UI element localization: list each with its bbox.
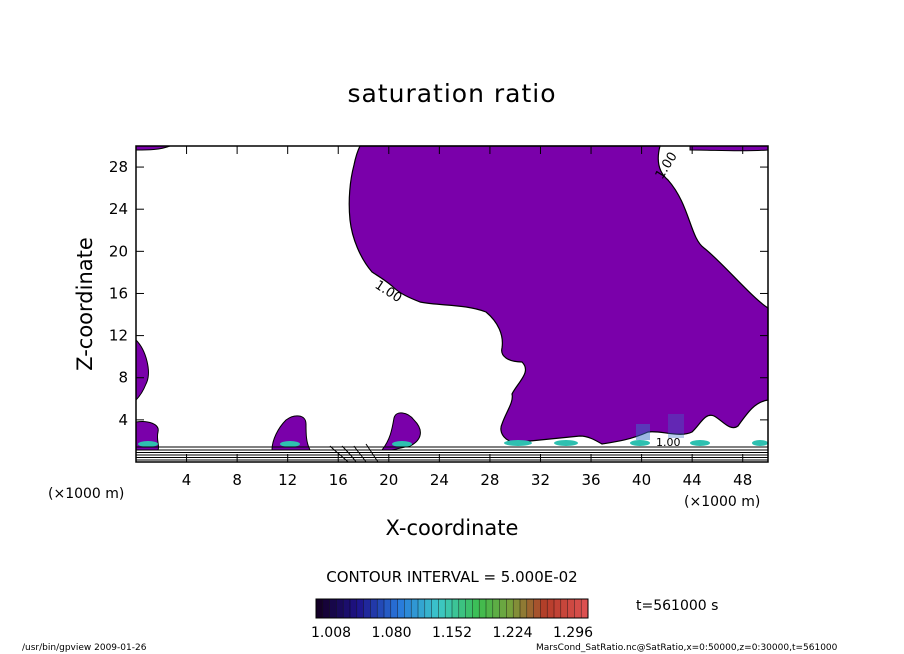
contour-label-3: 1.00 [656, 436, 681, 449]
colorbar-segment [492, 599, 500, 618]
colorbar-segment [547, 599, 554, 618]
footer-left: /usr/bin/gpview 2009-01-26 [22, 643, 147, 653]
colorbar-segment [540, 599, 548, 618]
colorbar-segment [486, 599, 493, 618]
colorbar-segment [445, 599, 452, 618]
colorbar-segment [506, 599, 514, 618]
surface-contours [135, 443, 769, 463]
colorbar-segment [479, 599, 486, 618]
colorbar-segment [390, 599, 398, 618]
colorbar-segment [520, 599, 527, 618]
colorbar-segment [370, 599, 378, 618]
colorbar-segment [431, 599, 439, 618]
colorbar-tick-label: 1.080 [371, 625, 411, 641]
x-tick-label: 12 [278, 471, 297, 489]
plot-frame [135, 145, 769, 463]
chart-title: saturation ratio [347, 79, 556, 108]
colorbar-segment [322, 599, 330, 618]
colorbar-segment [363, 599, 371, 618]
footer-right: MarsCond_SatRatio.nc@SatRatio,x=0:50000,… [536, 643, 838, 653]
colorbar-segment [404, 599, 412, 618]
colorbar-segment [499, 599, 507, 618]
colorbar-segment [465, 599, 473, 618]
colorbar-tick-label: 1.152 [432, 625, 472, 641]
contour-interval: CONTOUR INTERVAL = 5.000E-02 [326, 568, 577, 586]
colorbar-segment [424, 599, 432, 618]
colorbar-segment [533, 599, 541, 618]
x-axis-title: X-coordinate [386, 516, 519, 540]
colorbar [315, 599, 588, 618]
colorbar-segment [581, 599, 588, 618]
colorbar-segment [560, 599, 568, 618]
colorbar-segment [452, 599, 459, 618]
x-unit-label: (×1000 m) [684, 494, 760, 510]
x-tick-label: 24 [430, 471, 449, 489]
y-tick-label: 4 [118, 411, 128, 429]
ground-patches [138, 414, 768, 447]
x-tick-label: 44 [683, 471, 702, 489]
x-tick-label: 40 [632, 471, 651, 489]
saturated-region-bump-12 [271, 415, 311, 451]
colorbar-segment [458, 599, 466, 618]
colorbar-segment [411, 599, 418, 618]
x-tick-label: 48 [733, 471, 752, 489]
colorbar-segment [350, 599, 357, 618]
colorbar-segment [526, 599, 534, 618]
colorbar-segment [567, 599, 575, 618]
colorbar-frame [315, 598, 589, 619]
colorbar-segment [397, 599, 405, 618]
y-tick-label: 12 [109, 327, 128, 345]
colorbar-segment [384, 599, 391, 618]
colorbar-tick-label: 1.008 [311, 625, 351, 641]
x-tick-label: 32 [531, 471, 550, 489]
x-tick-label: 28 [480, 471, 499, 489]
colorbar-segment [329, 599, 337, 618]
x-tick-label: 8 [232, 471, 242, 489]
saturated-region-left-edge [135, 338, 149, 402]
y-tick-label: 8 [118, 369, 128, 387]
y-unit-label: (×1000 m) [48, 486, 124, 502]
colorbar-segment [377, 599, 384, 618]
colorbar-ticks: 1.008 1.080 1.152 1.224 1.296 [311, 625, 593, 641]
y-tick-label: 20 [109, 242, 128, 260]
colorbar-segment [418, 599, 425, 618]
colorbar-segment [343, 599, 350, 618]
colorbar-segment [554, 599, 561, 618]
colorbar-segment [513, 599, 520, 618]
colorbar-segment [472, 599, 480, 618]
x-tick-label: 36 [581, 471, 600, 489]
y-tick-label: 16 [109, 284, 128, 302]
y-axis-title: Z-coordinate [73, 237, 97, 371]
x-tick-label: 4 [182, 471, 192, 489]
colorbar-tick-label: 1.224 [492, 625, 532, 641]
y-tick-label: 28 [109, 158, 128, 176]
colorbar-segment [316, 599, 323, 618]
x-tick-label: 16 [329, 471, 348, 489]
colorbar-segment [438, 599, 446, 618]
time-label: t=561000 s [636, 598, 718, 614]
x-tick-label: 20 [379, 471, 398, 489]
y-tick-label: 24 [109, 200, 128, 218]
colorbar-segment [574, 599, 582, 618]
colorbar-tick-label: 1.296 [553, 625, 593, 641]
saturated-region-bump-21 [380, 412, 421, 451]
colorbar-segment [336, 599, 344, 618]
colorbar-segment [356, 599, 364, 618]
